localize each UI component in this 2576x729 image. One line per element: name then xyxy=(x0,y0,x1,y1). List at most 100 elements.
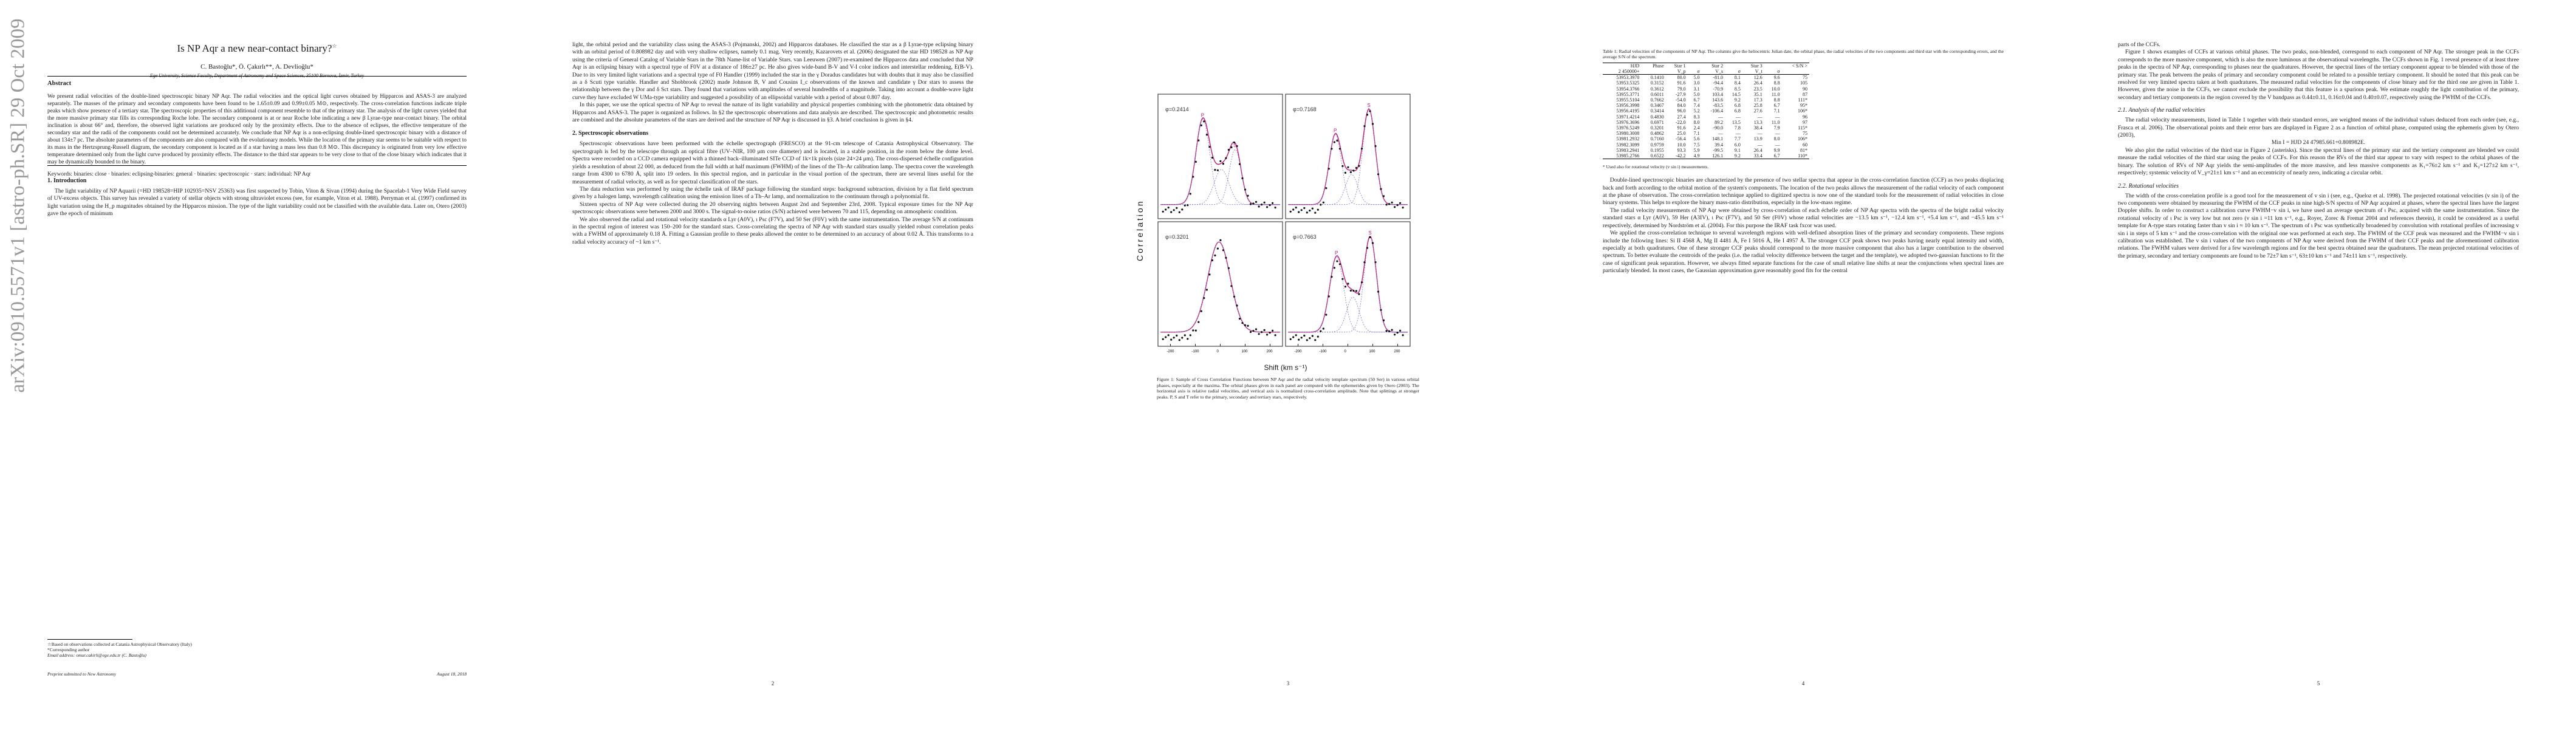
abstract-heading: Abstract xyxy=(47,80,72,87)
page-number: 2 xyxy=(771,680,775,686)
ccf-data-point xyxy=(1363,125,1366,128)
section2-paragraph: Spectroscopic observations have been per… xyxy=(572,140,973,185)
ccf-data-point xyxy=(1219,160,1222,162)
ccf-data-point xyxy=(1272,329,1274,332)
table-row: 53955.3771 0.6011 -27.9 5.0 103.4 14.5 35.1 11.… xyxy=(1603,92,1809,97)
table-row: 53976.3696 0.6971 -22.0 8.0 89.2 13.5 13.3 11.0… xyxy=(1603,120,1809,125)
arxiv-stamp-text: arXiv:0910.5571v1 [astro-ph.SR] 29 Oct 2… xyxy=(7,18,29,393)
table-cell: 0.9759 xyxy=(1650,142,1664,148)
table-row: 53953.5325 0.3152 91.6 3.0 -94.4 8.4 26.4 8.8 10… xyxy=(1603,80,1809,86)
ccf-data-point xyxy=(1194,329,1197,332)
ccf-component-curve xyxy=(1160,241,1280,333)
ccf-data-point xyxy=(1222,249,1224,252)
page-4: Table 1: Radial velocities of the compon… xyxy=(1546,0,2061,729)
paper-title-text: Is NP Aqr a new near-contact binary? xyxy=(177,43,332,54)
table-header-cell: Star 3 xyxy=(1742,62,1764,69)
ccf-data-point xyxy=(1200,310,1202,312)
ccf-component-curve xyxy=(1160,169,1280,205)
table-subheader-cell xyxy=(1781,69,1809,75)
ccf-data-point xyxy=(1394,334,1396,336)
subsection-2-2-heading: 2.2. Rotational velocities xyxy=(2118,182,2179,190)
ccf-data-point xyxy=(1300,209,1303,211)
ccf-data-point xyxy=(1380,188,1382,190)
table-cell: 0.3201 xyxy=(1650,125,1664,131)
table-row: 53971.4214 0.4830 27.4 8.3 — — — — 96 xyxy=(1603,114,1809,120)
table-cell: -90.0 xyxy=(1713,125,1724,131)
footer-date: August 18, 2018 xyxy=(437,671,467,677)
table-cell: 110* xyxy=(1781,153,1809,160)
ccf-data-point xyxy=(1292,208,1295,211)
table-cell: 96.0 xyxy=(1677,108,1686,114)
ccf-data-point xyxy=(1255,328,1258,330)
ccf-data-point xyxy=(1211,259,1213,262)
ccf-data-point xyxy=(1214,169,1216,171)
table-cell: 0.4862 xyxy=(1650,131,1664,137)
ccf-peak-label: P xyxy=(1335,250,1338,256)
table-subheader-row: 2 450000+ V_p σ V_s σ V_t σ xyxy=(1603,69,1809,75)
ccf-data-point xyxy=(1225,256,1227,259)
table-cell: 0.1955 xyxy=(1650,147,1664,153)
table-cell: -22.0 xyxy=(1675,119,1686,125)
ccf-data-point xyxy=(1309,337,1311,340)
ccf-component-curve xyxy=(1160,119,1280,205)
table-subheader-cell: V_p xyxy=(1665,69,1688,75)
table-cell: 53956.4195 xyxy=(1616,108,1640,114)
table-cell: 0.6971 xyxy=(1650,119,1664,125)
ccf-data-point xyxy=(1203,297,1205,299)
ccf-data-point xyxy=(1327,295,1330,298)
footnote-3: Email address: omur.cakirli@ege.edu.tr (… xyxy=(47,652,146,658)
table-cell: 5.2 xyxy=(1693,108,1700,114)
section2-heading: 2. Spectroscopic observations xyxy=(572,130,649,137)
table-cell: 53955.5104 xyxy=(1616,97,1640,103)
table-cell: — xyxy=(1775,131,1780,137)
table-cell: 25.0 xyxy=(1677,131,1686,137)
ccf-data-point xyxy=(1366,247,1369,249)
ccf-data-point xyxy=(1192,329,1194,332)
ccf-data-point xyxy=(1266,206,1269,208)
table-cell: 5.9 xyxy=(1693,147,1700,153)
ccf-data-point xyxy=(1363,261,1366,264)
ccf-x-tick-label: 200 xyxy=(1267,350,1273,354)
ccf-x-tick-label: -100 xyxy=(1192,350,1200,354)
table-cell: 7.9 xyxy=(1773,125,1780,131)
ccf-data-point xyxy=(1344,286,1346,288)
ccf-data-point xyxy=(1181,337,1184,339)
ccf-component-curve xyxy=(1288,174,1408,205)
ccf-data-point xyxy=(1249,203,1252,205)
table-cell: 27.4 xyxy=(1677,114,1686,120)
ccf-data-point xyxy=(1211,157,1213,159)
ccf-panel-frame xyxy=(1157,94,1283,219)
ccf-data-point xyxy=(1289,338,1292,340)
ccf-data-point xyxy=(1317,335,1319,338)
table-cell: 35.1 xyxy=(1753,91,1762,97)
ccf-data-point xyxy=(1352,169,1355,172)
table-cell: 13.9 xyxy=(1753,136,1762,142)
ccf-panel-phase-label: φ=0.2414 xyxy=(1165,106,1189,112)
ccf-x-tick-label: 100 xyxy=(1242,350,1249,354)
title-block: Is NP Aqr a new near-contact binary?☆ C.… xyxy=(47,43,467,78)
table-cell: 143.6 xyxy=(1712,97,1724,103)
table-cell: 12.6 xyxy=(1753,75,1762,81)
table-cell: 8.3 xyxy=(1693,114,1700,120)
ccf-data-point xyxy=(1238,163,1241,165)
table-cell: 6.7 xyxy=(1764,153,1782,160)
table-row: 53980.3008 0.4862 25.0 7.1 — — — — 75 xyxy=(1603,131,1809,136)
table-cell: 9.1 xyxy=(1734,147,1741,153)
ccf-data-point xyxy=(1385,204,1388,206)
page4-paragraph: Double-lined spectroscopic binaries are … xyxy=(1603,177,2004,207)
table-cell: — xyxy=(1775,114,1780,120)
table-row: 53981.2932 0.7160 -56.4 5.6 148.1 7.7 13.9 8.0 1… xyxy=(1603,136,1809,142)
page5-body: parts of the CCFs. Figure 1 shows exampl… xyxy=(2118,41,2519,260)
ccf-data-point xyxy=(1341,165,1344,167)
table-cell: 6.7 xyxy=(1773,103,1780,109)
intro-paragraph: The light variability of NP Aquarii (=HD… xyxy=(47,188,467,217)
table-header-cell: Phase xyxy=(1641,62,1666,69)
table-header-cell: Star 2 xyxy=(1701,62,1725,69)
table-cell: 0.4830 xyxy=(1650,114,1664,120)
ccf-data-point xyxy=(1306,211,1308,214)
figure1-ccf-panels: φ=0.2414 P Sφ=0.7168 P Sφ=0.3201 -200 -100 0 100… xyxy=(1157,94,1411,354)
table-cell: 0.7160 xyxy=(1650,136,1664,142)
ccf-data-point xyxy=(1173,337,1175,339)
table-cell: 8.5 xyxy=(1734,86,1741,92)
table-cell: — xyxy=(1735,114,1741,120)
